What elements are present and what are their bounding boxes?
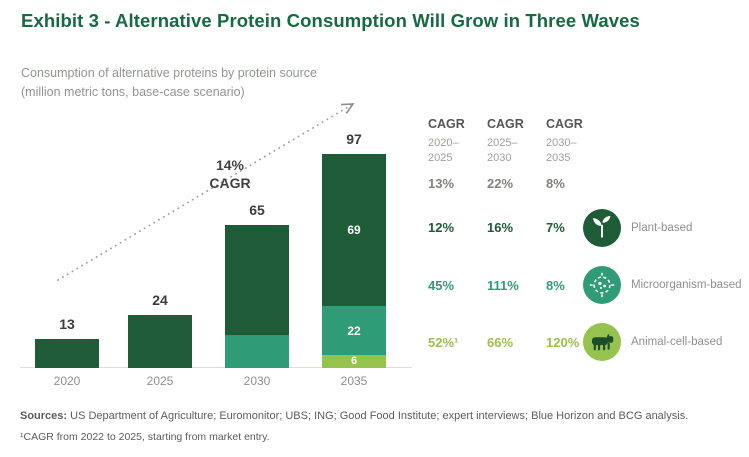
microorganism-icon xyxy=(583,266,621,304)
bar-total-label-2030: 65 xyxy=(249,201,265,218)
cagr-row-animal-cell-based: 52%¹ 66% 120% xyxy=(0,335,610,353)
cagr-micro-2030-2035: 8% xyxy=(546,278,565,293)
exhibit-title: Exhibit 3 - Alternative Protein Consumpt… xyxy=(21,10,640,31)
x-axis-label-2035: 2035 xyxy=(340,374,368,388)
x-axis-label-2020: 2020 xyxy=(53,374,81,388)
cagr-column-header-2020-2025: CAGR 2020– 2025 xyxy=(428,117,465,164)
arrowhead-icon xyxy=(340,103,355,114)
cagr-row-total: 13% 22% 8% xyxy=(0,176,610,194)
bar-total-label-2035: 97 xyxy=(346,131,362,148)
legend-label-plant-based: Plant-based xyxy=(631,222,693,234)
growth-cagr-label: CAGR xyxy=(209,175,251,192)
bar-total-label-2025: 24 xyxy=(152,292,168,309)
legend-label-microorganism-based: Microorganism-based xyxy=(631,279,742,291)
cagr-row-plant-based: 12% 16% 7% xyxy=(0,220,610,238)
legend-label-animal-cell-based: Animal-cell-based xyxy=(631,336,723,348)
cagr-plant-2025-2030: 16% xyxy=(487,220,514,235)
bar-segment-plant-based-2030 xyxy=(225,224,289,335)
sources-label: Sources: xyxy=(20,410,68,422)
chart-subtitle-line2: (million metric tons, base-case scenario… xyxy=(21,84,245,99)
x-axis-label-2025: 2025 xyxy=(146,374,174,388)
cagr-animal-2030-2035: 120% xyxy=(546,335,580,350)
cagr-row-microorganism-based: 45% 111% 8% xyxy=(0,278,610,296)
x-axis-label-2030: 2030 xyxy=(243,374,271,388)
chart-subtitle: Consumption of alternative proteins by p… xyxy=(21,64,401,102)
cagr-animal-2020-2025: 52%¹ xyxy=(428,335,459,350)
bar-segment-microorganism-based-2035: 22 xyxy=(322,306,386,355)
growth-cagr-value: 14% xyxy=(215,157,245,173)
cagr-total-2025-2030: 22% xyxy=(487,176,514,191)
x-axis-line xyxy=(20,367,412,368)
legend-item-plant-based: Plant-based xyxy=(583,209,692,247)
bar-2025: 24 xyxy=(128,292,192,368)
legend-item-animal-cell-based: Animal-cell-based xyxy=(583,323,722,361)
bar-chart: 14% CAGR 13 2020 24 2025 65 2030 69 22 6 97 2035 xyxy=(20,98,420,390)
growth-cagr-annotation: 14% CAGR xyxy=(188,156,272,192)
cagr-plant-2030-2035: 7% xyxy=(546,220,565,235)
bar-2035: 69 22 6 97 xyxy=(322,131,386,368)
bar-2020: 13 xyxy=(35,316,99,368)
cagr-micro-2020-2025: 45% xyxy=(428,278,455,293)
cagr-column-header-2030-2035: CAGR 2030– 2035 xyxy=(546,117,583,164)
cagr-plant-2020-2025: 12% xyxy=(428,220,455,235)
cagr-micro-2025-2030: 111% xyxy=(487,278,519,293)
bar-2030: 65 xyxy=(225,202,289,368)
bar-segment-animal-cell-based-2035: 6 xyxy=(322,354,386,368)
plant-icon xyxy=(583,209,621,247)
cagr-animal-2025-2030: 66% xyxy=(487,335,514,350)
sources-line: Sources: US Department of Agriculture; E… xyxy=(20,409,738,424)
cagr-total-2030-2035: 8% xyxy=(546,176,565,191)
sources-text: US Department of Agriculture; Euromonito… xyxy=(70,410,689,422)
bar-segment-microorganism-based-2030 xyxy=(225,334,289,368)
bar-segment-plant-based-2025 xyxy=(128,315,192,368)
cagr-total-2020-2025: 13% xyxy=(428,176,455,191)
bar-segment-plant-based-2020 xyxy=(35,339,99,368)
bar-total-label-2020: 13 xyxy=(59,316,75,333)
chart-subtitle-line1: Consumption of alternative proteins by p… xyxy=(21,66,317,80)
bar-segment-plant-based-2035: 69 xyxy=(322,154,386,307)
cow-icon xyxy=(583,323,621,361)
footnote-line: ¹CAGR from 2022 to 2025, starting from m… xyxy=(20,431,270,443)
cagr-column-header-2025-2030: CAGR 2025– 2030 xyxy=(487,117,524,164)
legend-item-microorganism-based: Microorganism-based xyxy=(583,266,742,304)
